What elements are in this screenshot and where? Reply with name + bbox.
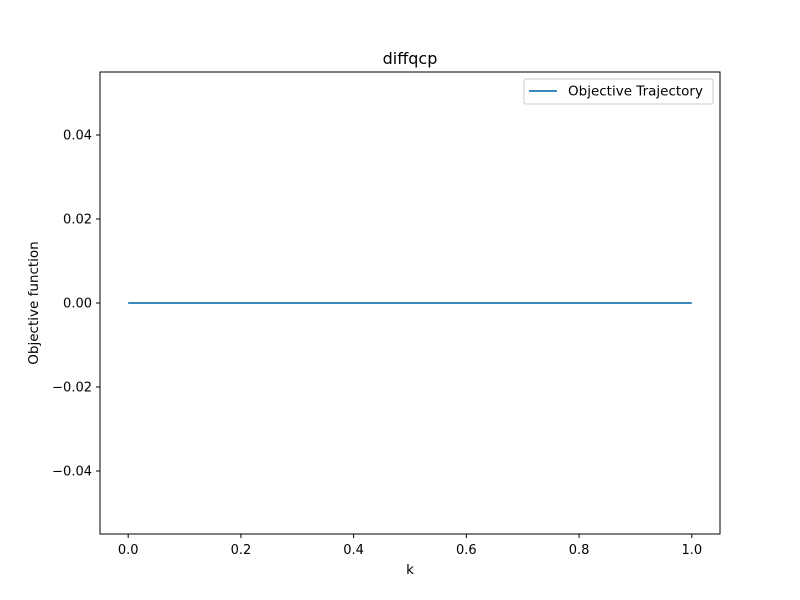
x-axis-label: k [406,562,414,578]
y-tick-label: −0.04 [52,465,92,480]
x-tick-label: 0.0 [118,543,139,558]
chart-title: diffqcp [383,49,438,68]
y-axis-label: Objective function [26,241,42,364]
axis-ticks: 0.0 0.2 0.4 0.6 0.8 1.0 −0.04 −0.02 0.00 0.02 0.04 [52,129,702,559]
x-tick-label: 0.4 [343,543,364,558]
legend: Objective Trajectory [523,78,714,105]
legend-label: Objective Trajectory [568,84,703,100]
x-tick-label: 0.2 [231,543,252,558]
y-tick-label: 0.04 [63,129,92,144]
y-tick-label: 0.00 [63,297,92,312]
y-tick-label: −0.02 [52,381,92,396]
axes-frame [99,71,721,535]
y-tick-label: 0.02 [63,213,92,228]
legend-box [523,78,714,105]
x-tick-label: 0.8 [569,543,590,558]
x-tick-label: 0.6 [456,543,477,558]
x-tick-label: 1.0 [681,543,702,558]
